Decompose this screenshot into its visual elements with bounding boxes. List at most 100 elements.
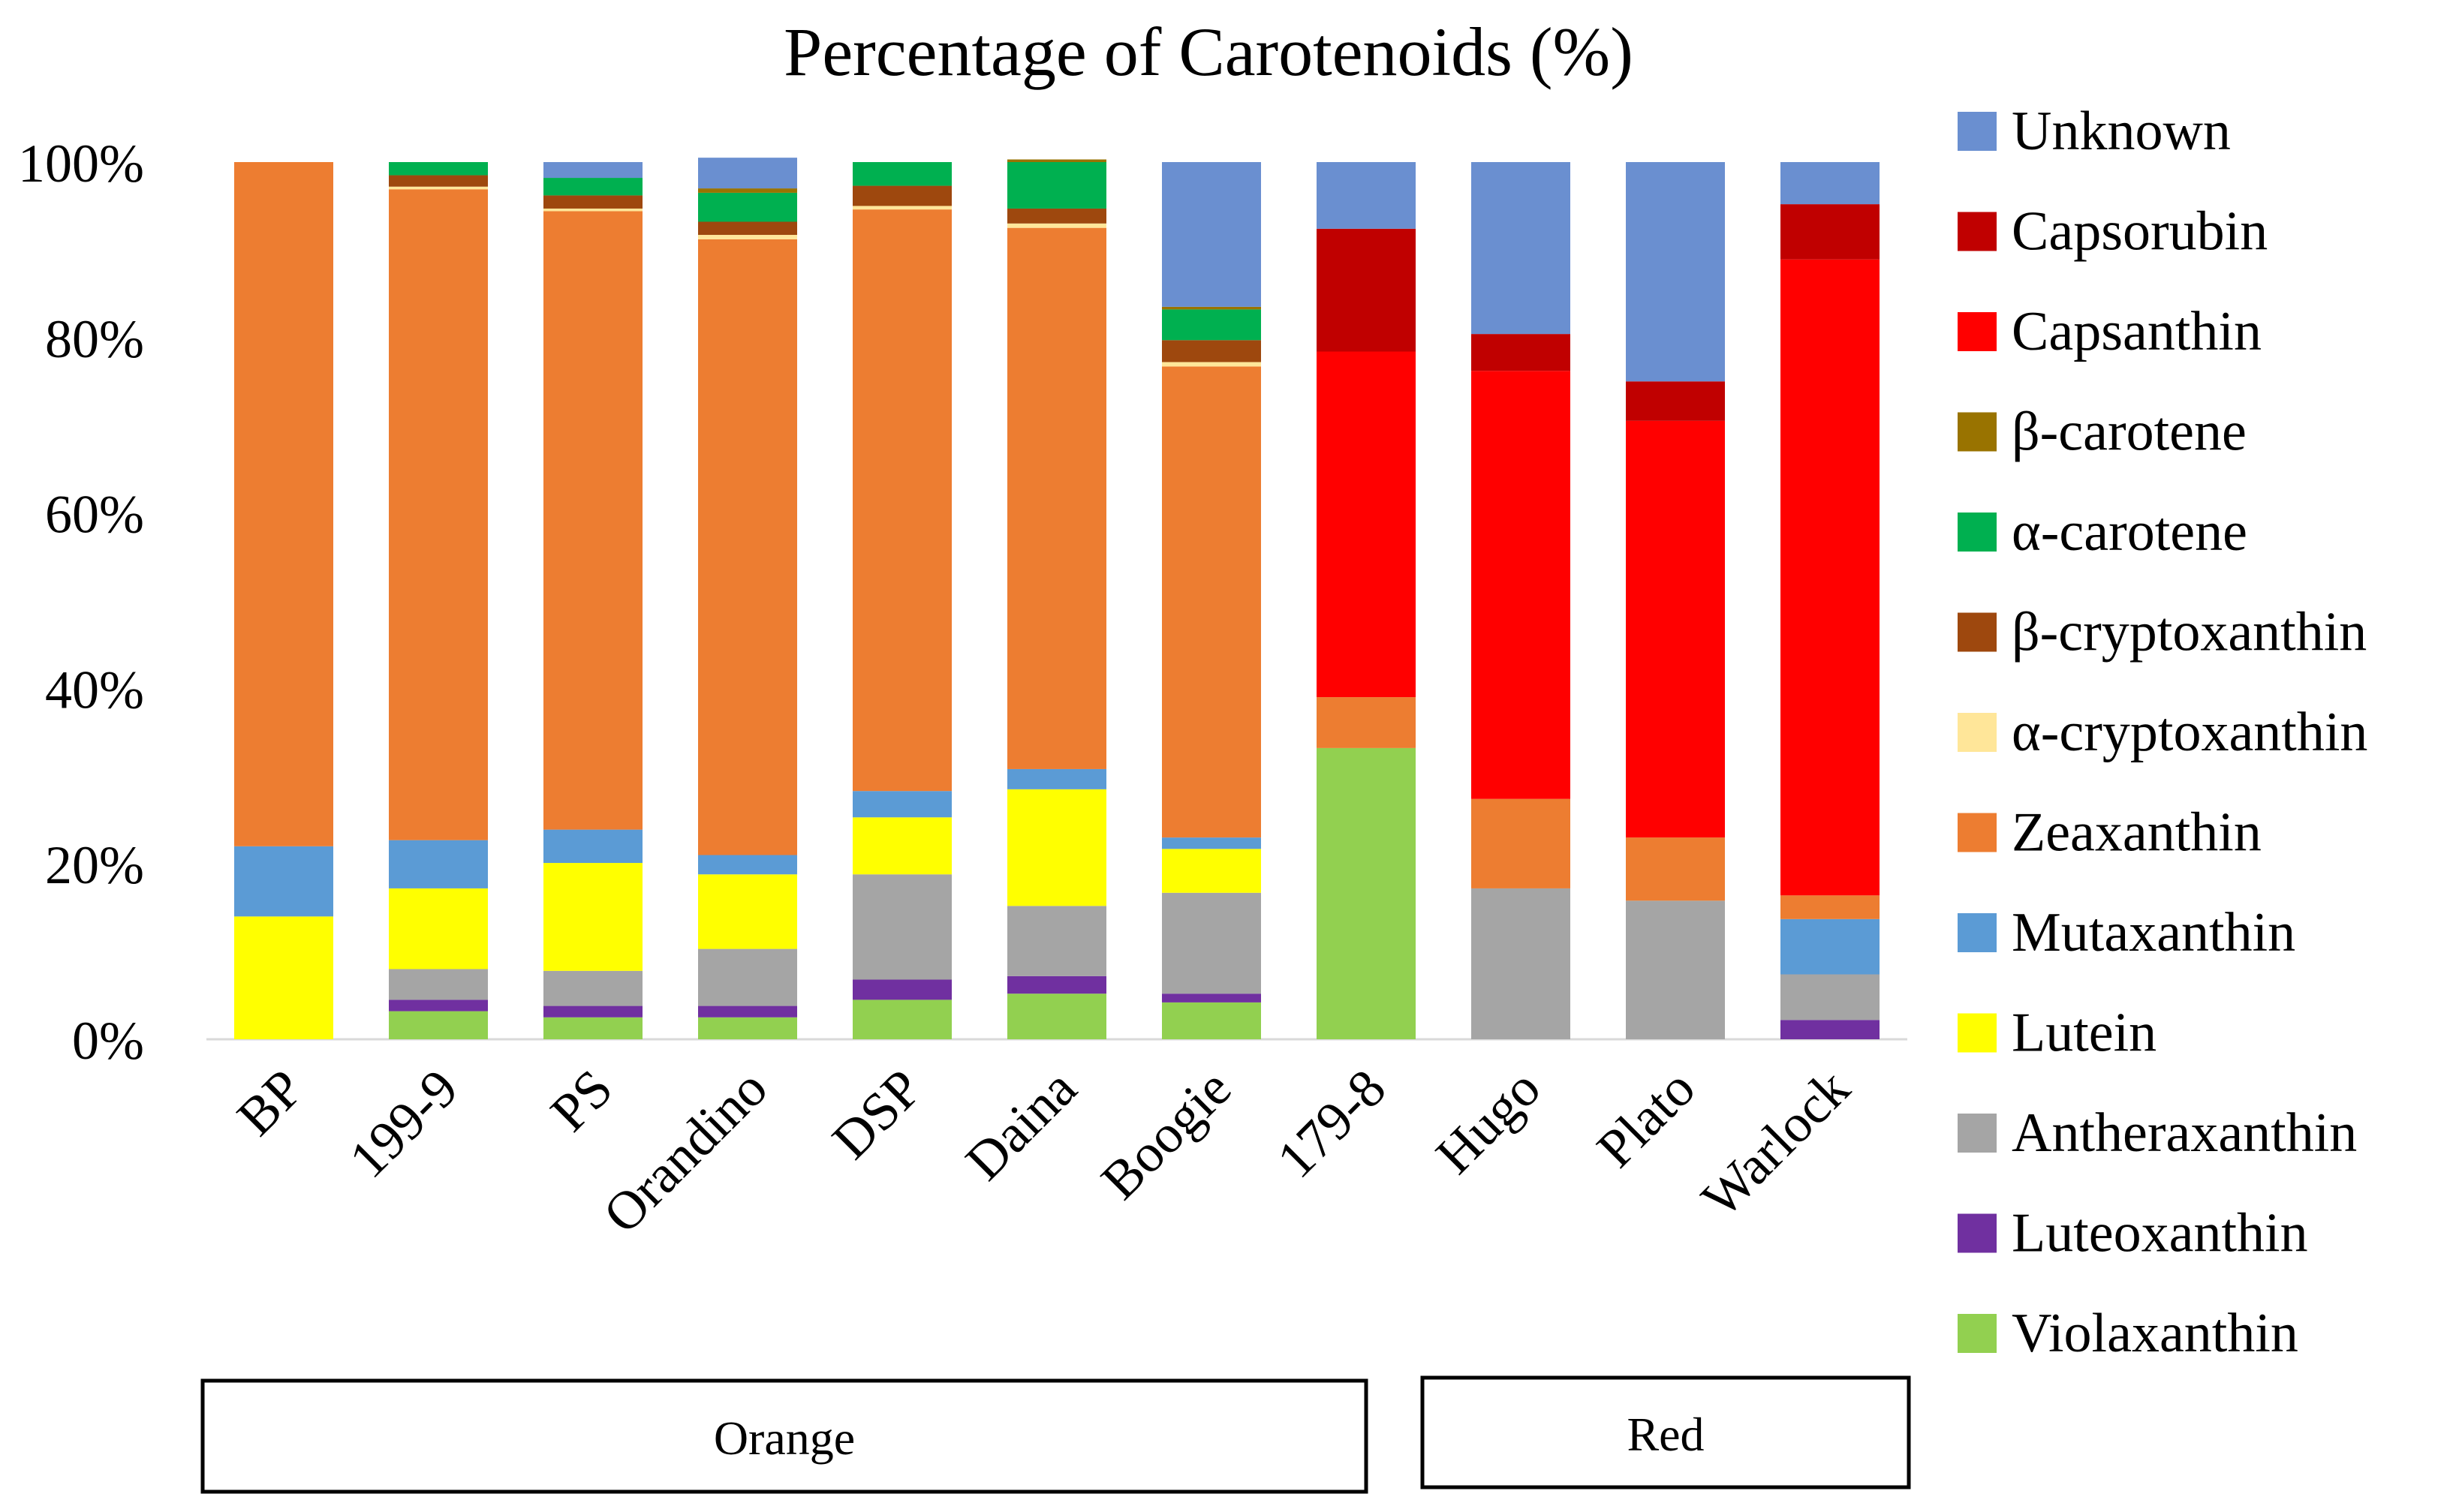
bar-hugo-capsanthin (1471, 371, 1570, 799)
bar-orandino-violaxanthin (698, 1017, 797, 1039)
bar-plato-zeaxanthin (1626, 837, 1725, 901)
bar-orandino-lutein (698, 874, 797, 949)
bar-orandino-mutaxanthin (698, 855, 797, 875)
bar-warlock-luteoxanthin (1780, 1020, 1880, 1039)
bar-dsp-cryptoxanthin (853, 206, 952, 210)
bar-daina-mutaxanthin (1007, 768, 1106, 789)
bar-hugo-capsorubin (1471, 334, 1570, 371)
legend-swatch-cryptoxanthin (1958, 713, 1997, 752)
y-axis: 0% 20% 40% 60% 80% 100% (18, 134, 1907, 1071)
bar-daina-luteoxanthin (1007, 975, 1106, 994)
bar-boogie-carotene (1162, 306, 1261, 310)
legend-item-capsanthin: Capsanthin (1958, 301, 2262, 362)
bar-ps-cryptoxanthin (543, 208, 643, 212)
x-tick-label-orandino: Orandino (591, 1058, 778, 1245)
legend-swatch-luteoxanthin (1958, 1213, 1997, 1253)
bar-dsp-violaxanthin (853, 999, 952, 1039)
bar-plato-unknown (1626, 162, 1725, 382)
y-tick-label-0: 0% (72, 1011, 144, 1071)
bar-warlock-antheraxanthin (1780, 974, 1880, 1021)
bar-dsp-mutaxanthin (853, 791, 952, 818)
x-tick-label-ps: PS (539, 1058, 624, 1143)
y-tick-label-60: 60% (45, 485, 144, 545)
x-tick-label-hugo: Hugo (1425, 1058, 1552, 1186)
legend-item-lutein: Lutein (1958, 1002, 2157, 1064)
legend-label-antheraxanthin: Antheraxanthin (2012, 1102, 2357, 1164)
legend-item-carotene: β-carotene (1958, 401, 2247, 463)
bar-plato-capsanthin (1626, 420, 1725, 838)
bar-stack-plato (1626, 162, 1725, 1039)
bar-orandino-antheraxanthin (698, 948, 797, 1006)
bar-dsp-antheraxanthin (853, 874, 952, 980)
bar-stack-dsp (853, 162, 952, 1039)
legend-label-zeaxanthin: Zeaxanthin (2012, 802, 2262, 864)
bar-stack-ps (543, 162, 643, 1039)
legend-swatch-mutaxanthin (1958, 913, 1997, 952)
bar-dsp-cryptoxanthin (853, 185, 952, 206)
x-tick-label-daina: Daina (954, 1058, 1088, 1192)
bar-stack-orandino (698, 158, 797, 1039)
bar-boogie-cryptoxanthin (1162, 362, 1261, 367)
bar-orandino-unknown (698, 158, 797, 189)
bar-ps-carotene (543, 178, 643, 196)
group-box-red (1420, 1375, 1911, 1489)
bar-bp-mutaxanthin (234, 846, 333, 917)
legend-swatch-antheraxanthin (1958, 1114, 1997, 1153)
legend-item-unknown: Unknown (1958, 101, 2231, 162)
bar-warlock-capsorubin (1780, 204, 1880, 260)
legend-swatch-carotene (1958, 412, 1997, 452)
legend-swatch-unknown (1958, 112, 1997, 151)
bar-boogie-carotene (1162, 309, 1261, 341)
bar-boogie-luteoxanthin (1162, 993, 1261, 1002)
bar-hugo-antheraxanthin (1471, 888, 1570, 1039)
bar-daina-violaxanthin (1007, 993, 1106, 1039)
bar-ps-zeaxanthin (543, 211, 643, 830)
legend-label-lutein: Lutein (2012, 1002, 2157, 1064)
legend-item-luteoxanthin: Luteoxanthin (1958, 1203, 2308, 1264)
bar-dsp-luteoxanthin (853, 979, 952, 1000)
bar-199-9-luteoxanthin (389, 999, 488, 1012)
legend-swatch-cryptoxanthin (1958, 612, 1997, 652)
bar-dsp-carotene (853, 162, 952, 186)
bar-boogie-lutein (1162, 849, 1261, 893)
bar-orandino-luteoxanthin (698, 1005, 797, 1018)
bar-stack-boogie (1162, 162, 1261, 1039)
bars-layer (234, 158, 1880, 1039)
bar-stack-179-8 (1317, 162, 1416, 1039)
bar-bp-zeaxanthin (234, 162, 333, 846)
group-label-orange: Orange (714, 1411, 855, 1465)
legend-label-luteoxanthin: Luteoxanthin (2012, 1203, 2308, 1264)
legend-label-violaxanthin: Violaxanthin (2012, 1303, 2298, 1364)
bar-dsp-zeaxanthin (853, 209, 952, 792)
bar-stack-bp (234, 162, 333, 1039)
bar-plato-antheraxanthin (1626, 900, 1725, 1039)
x-tick-label-bp: BP (225, 1058, 315, 1147)
bar-boogie-unknown (1162, 162, 1261, 307)
bar-stack-warlock (1780, 162, 1880, 1039)
y-tick-label-20: 20% (45, 835, 144, 895)
y-tick-label-80: 80% (45, 309, 144, 369)
bar-199-9-carotene (389, 162, 488, 176)
bar-warlock-zeaxanthin (1780, 895, 1880, 919)
legend: Unknown Capsorubin Capsanthin β-carotene α-c… (1958, 101, 2367, 1364)
legend-label-carotene: β-carotene (2012, 401, 2247, 463)
x-tick-label-boogie: Boogie (1090, 1058, 1243, 1211)
bar-ps-unknown (543, 162, 643, 179)
bar-ps-cryptoxanthin (543, 195, 643, 209)
bar-orandino-cryptoxanthin (698, 221, 797, 236)
bar-orandino-zeaxanthin (698, 239, 797, 855)
bar-daina-carotene (1007, 162, 1106, 209)
bar-daina-lutein (1007, 789, 1106, 906)
bar-stack-daina (1007, 159, 1106, 1039)
legend-item-carotene: α-carotene (1958, 501, 2247, 563)
bar-boogie-mutaxanthin (1162, 837, 1261, 849)
bar-ps-lutein (543, 863, 643, 971)
bar-boogie-violaxanthin (1162, 1002, 1261, 1039)
legend-label-cryptoxanthin: β-cryptoxanthin (2012, 602, 2367, 663)
y-tick-label-40: 40% (45, 660, 144, 720)
legend-item-violaxanthin: Violaxanthin (1958, 1303, 2298, 1364)
legend-swatch-carotene (1958, 513, 1997, 552)
x-tick-label-dsp: DSP (820, 1058, 933, 1171)
legend-label-mutaxanthin: Mutaxanthin (2012, 902, 2295, 963)
legend-swatch-violaxanthin (1958, 1314, 1997, 1353)
